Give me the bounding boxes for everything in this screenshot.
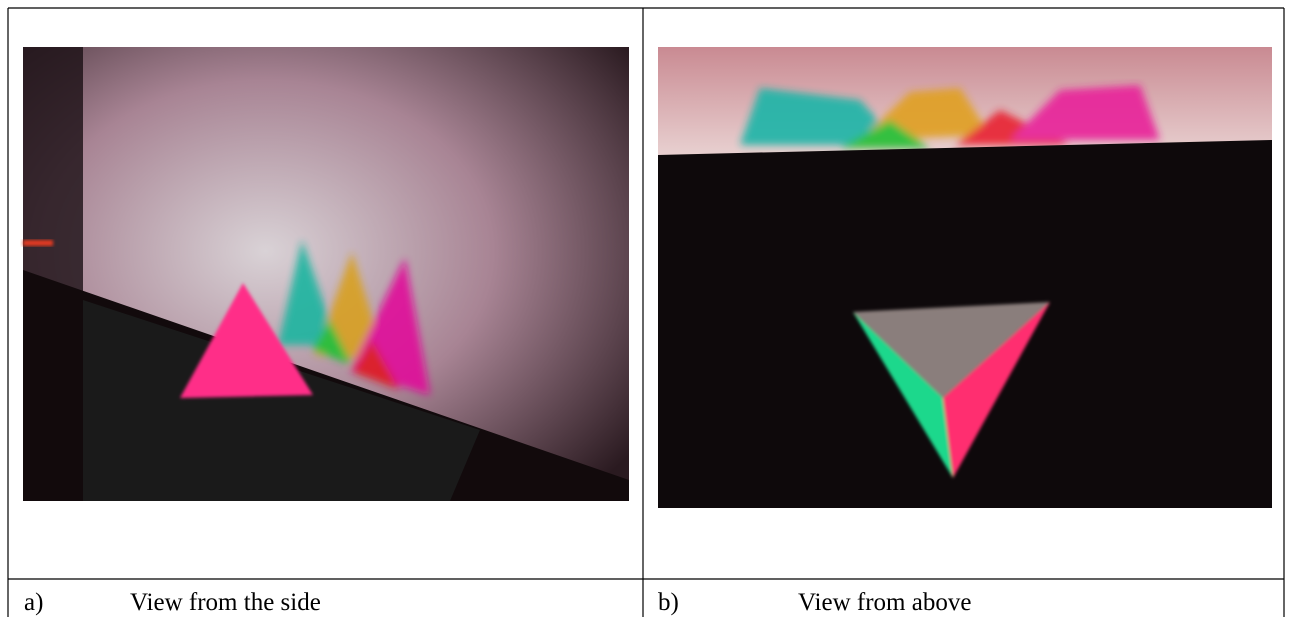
figure-page: a) View from the side b) View from above [0, 0, 1290, 617]
caption-label: b) [658, 589, 679, 616]
photo-side-view [23, 47, 629, 501]
caption-text: View from above [798, 589, 971, 616]
caption-text: View from the side [130, 589, 321, 616]
caption-label: a) [24, 589, 43, 616]
photo-top-view [658, 47, 1272, 508]
